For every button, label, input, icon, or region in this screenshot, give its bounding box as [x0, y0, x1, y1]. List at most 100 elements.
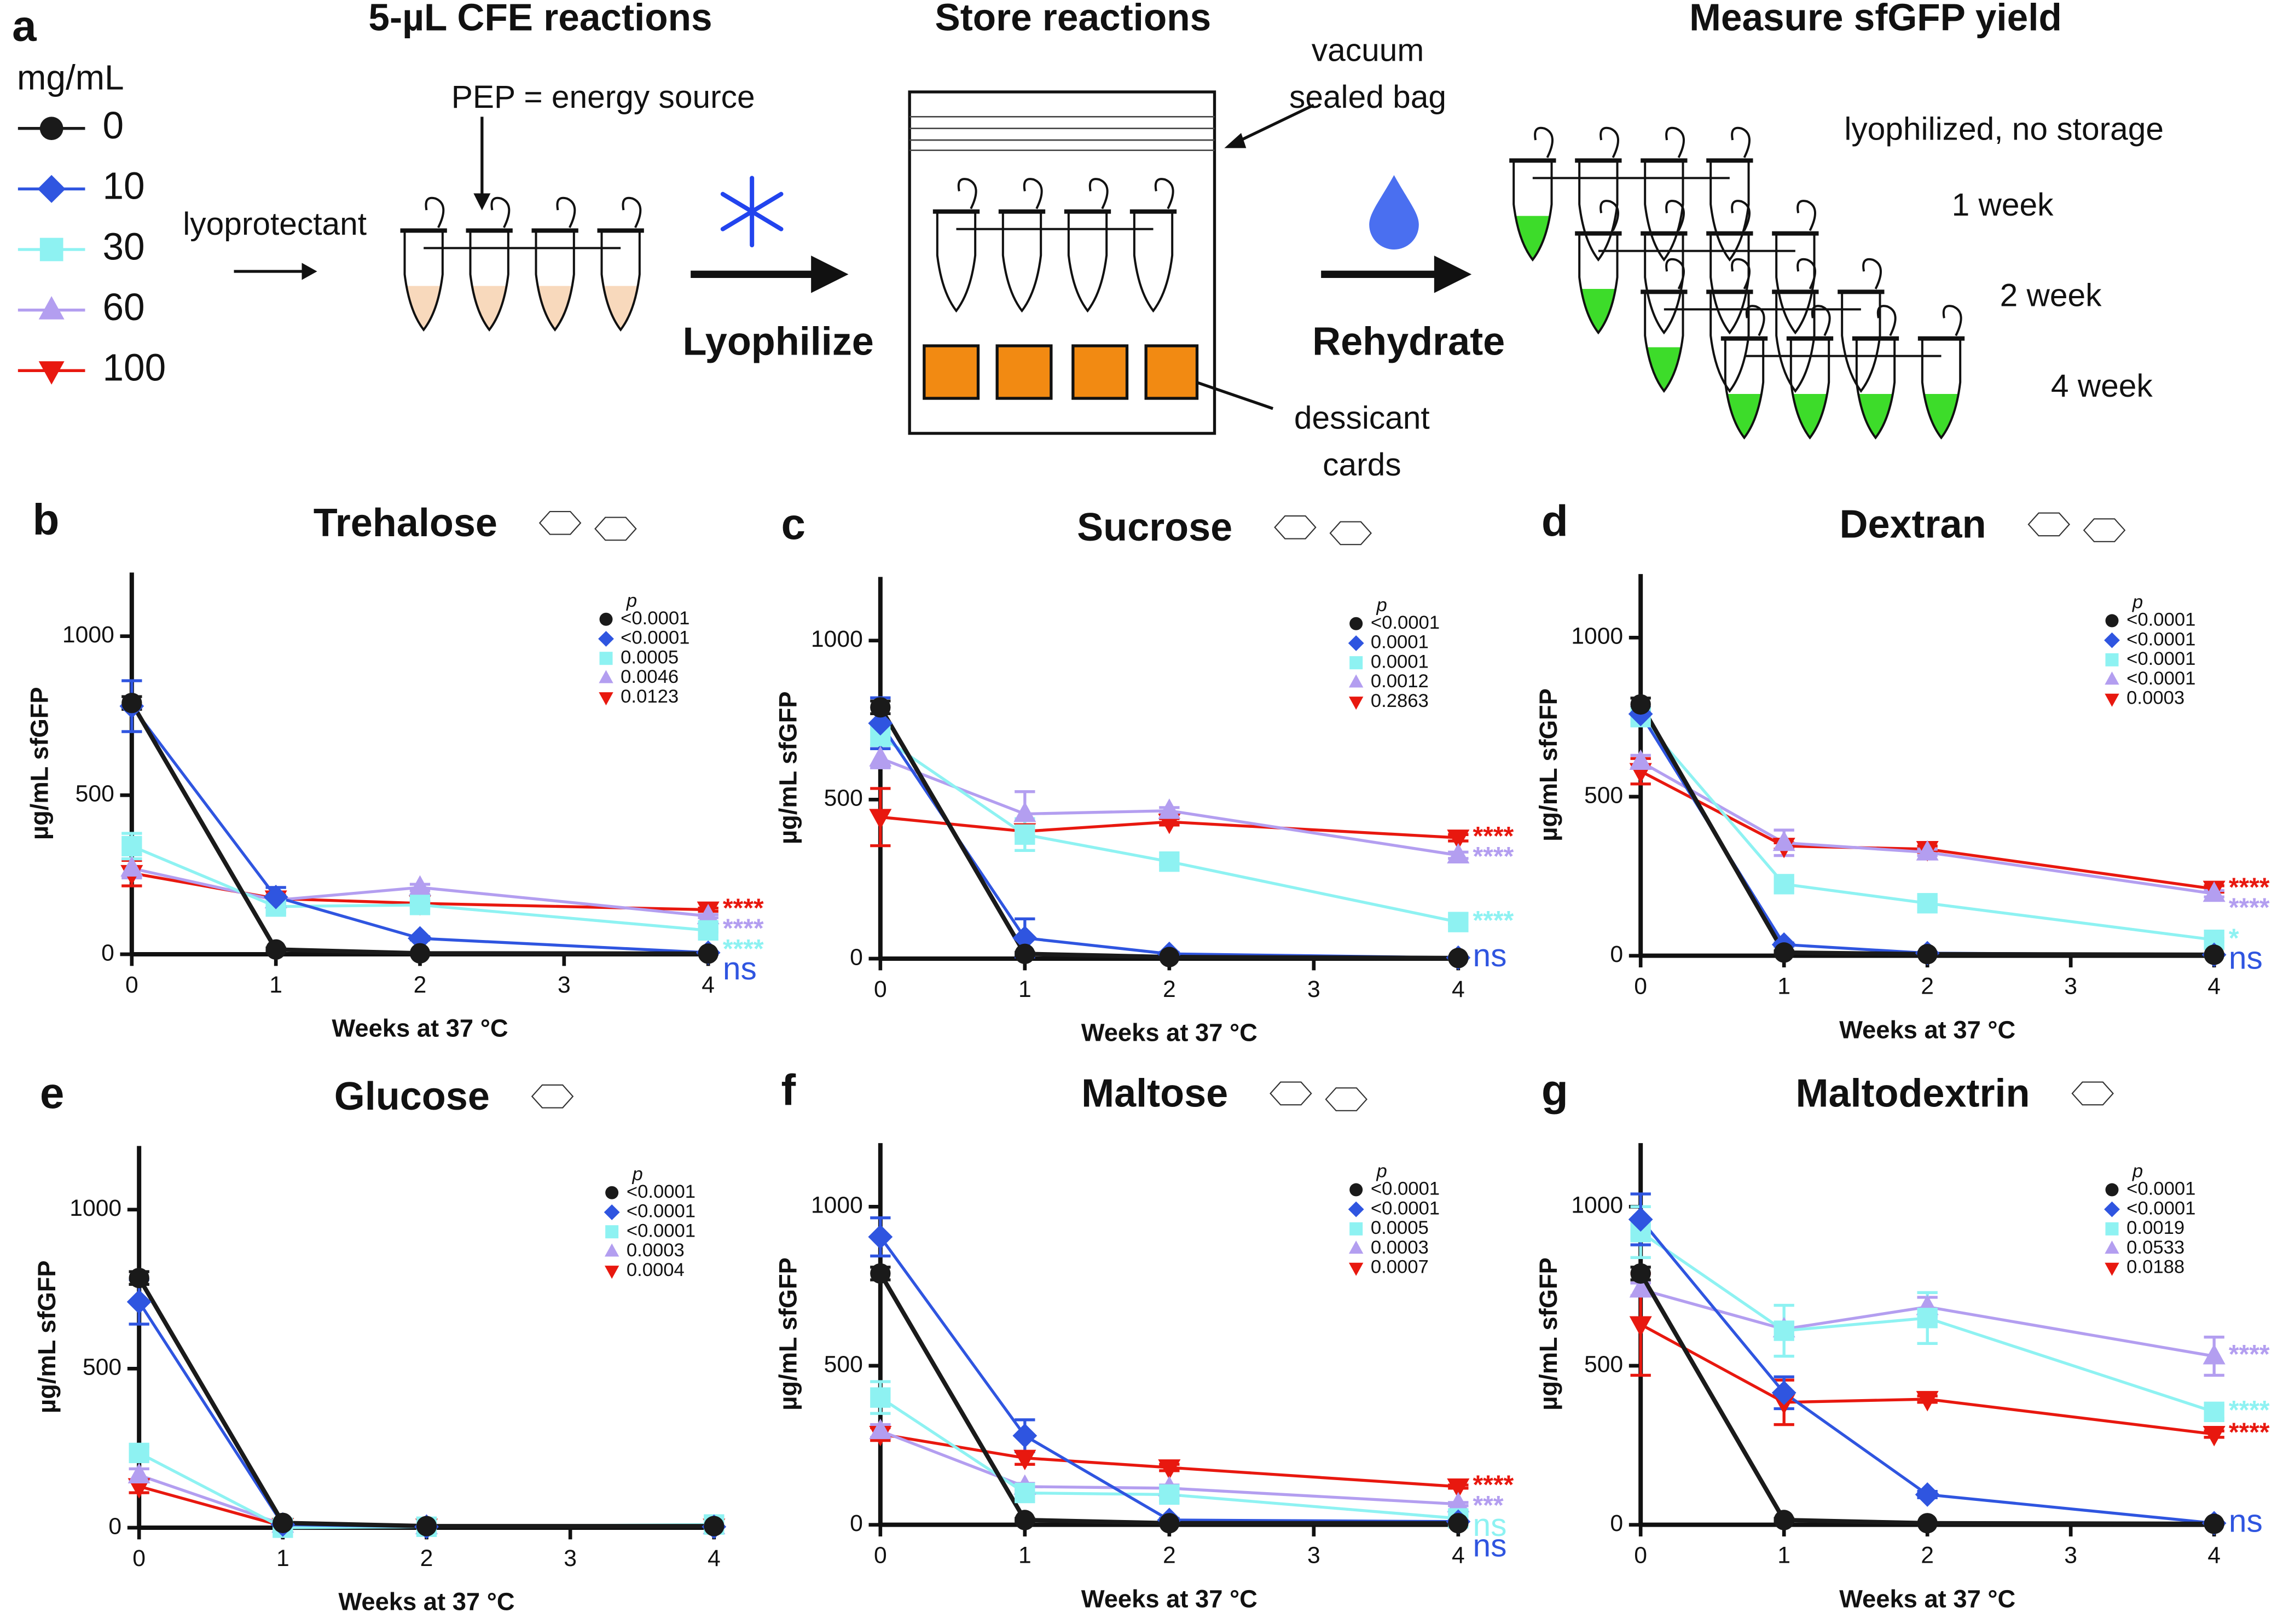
step-title: Measure sfGFP yield	[1689, 0, 2062, 39]
marker	[1630, 1263, 1651, 1284]
tube-liquid	[1858, 394, 1893, 437]
legend-p-value: <0.0001	[627, 1201, 696, 1222]
tube-cap	[1023, 178, 1043, 210]
marker	[121, 836, 142, 857]
x-axis-label: Weeks at 37 °C	[1839, 1585, 2015, 1613]
legend-p-value: <0.0001	[1371, 1179, 1440, 1199]
tube-cap	[957, 178, 977, 210]
marker	[604, 1266, 619, 1279]
chart-title: Trehalose	[314, 501, 497, 545]
significance-label: ns	[2229, 940, 2263, 976]
legend-p-value: 0.0005	[1371, 1217, 1429, 1238]
tube-cap	[1534, 126, 1554, 158]
marker	[1159, 851, 1180, 872]
legend-title: p	[626, 590, 637, 611]
tube	[1513, 159, 1553, 262]
marker	[38, 361, 65, 385]
x-tick-label: 3	[1307, 976, 1320, 1002]
marker	[128, 1463, 150, 1484]
tube-cap	[1797, 200, 1816, 231]
legend-p-value: 0.0019	[2126, 1217, 2184, 1238]
x-tick-label: 1	[269, 972, 282, 998]
marker	[1159, 947, 1180, 967]
marker	[870, 1387, 891, 1408]
y-tick-label: 1000	[811, 1192, 863, 1219]
marker	[1916, 840, 1939, 861]
marker	[1349, 617, 1363, 630]
chart-title: Sucrose	[1077, 506, 1232, 549]
marker	[1448, 948, 1469, 968]
tube	[936, 210, 977, 313]
chemical-structure	[531, 1084, 574, 1109]
x-tick-label: 1	[1018, 976, 1032, 1002]
chart-title: Maltose	[1081, 1072, 1228, 1116]
marker	[1159, 1513, 1180, 1534]
legend-p-value: <0.0001	[627, 1181, 696, 1202]
tube-liquid	[1646, 347, 1682, 390]
legend-p-value: 0.0012	[1371, 671, 1429, 692]
tube	[1775, 232, 1816, 335]
series-line	[879, 1236, 1458, 1523]
x-tick-label: 4	[708, 1545, 721, 1571]
tube	[535, 229, 575, 332]
chemical-structure	[1325, 1087, 1367, 1111]
tube-cap	[490, 196, 511, 228]
tube-liquid	[1580, 289, 1616, 332]
marker	[1015, 943, 1035, 964]
legend-p-value: <0.0001	[2126, 1179, 2195, 1199]
tube-cap	[425, 196, 445, 228]
legend-p-value: 0.0007	[1371, 1256, 1429, 1277]
significance-label: ns	[2229, 1503, 2263, 1539]
x-axis-label: Weeks at 37 °C	[1081, 1019, 1257, 1047]
legend-title: p	[632, 1164, 643, 1185]
legend-p-value: 0.0001	[1371, 632, 1429, 653]
legend-p-value: 0.2863	[1371, 691, 1429, 711]
panel-letter: b	[33, 495, 60, 544]
tube	[1644, 159, 1684, 262]
x-tick-label: 3	[564, 1545, 577, 1571]
tube	[1921, 337, 1962, 440]
marker	[2203, 1344, 2226, 1365]
tube	[1001, 210, 1042, 313]
marker	[869, 1418, 892, 1440]
step-title: Store reactions	[935, 0, 1211, 39]
y-tick-label: 500	[1584, 782, 1623, 808]
x-tick-label: 3	[558, 972, 571, 998]
tube-liquid	[1726, 394, 1762, 437]
marker	[408, 926, 432, 951]
panel-letter: e	[40, 1069, 65, 1117]
tube	[1724, 337, 1765, 440]
y-axis-label: µg/mL sfGFP	[1534, 1257, 1562, 1411]
legend-title: p	[2132, 592, 2143, 613]
marker	[38, 296, 65, 320]
y-axis-label: µg/mL sfGFP	[774, 1257, 802, 1411]
y-tick-label: 0	[850, 944, 863, 970]
legend-p-value: <0.0001	[2126, 648, 2195, 669]
significance-label: *	[2229, 924, 2239, 953]
marker	[2104, 632, 2120, 648]
marker	[1349, 1222, 1363, 1236]
x-tick-label: 4	[1452, 1542, 1465, 1569]
y-tick-label: 500	[1584, 1351, 1623, 1377]
tube-liquid	[603, 286, 639, 328]
marker	[1447, 1492, 1470, 1512]
chemical-structure	[2071, 1081, 2114, 1106]
legend-p-value: 0.0004	[627, 1260, 685, 1280]
marker	[2104, 1201, 2120, 1217]
y-axis-label: µg/mL sfGFP	[774, 691, 802, 844]
series-line	[130, 705, 709, 954]
marker	[1774, 1510, 1794, 1530]
chemical-structure	[594, 517, 637, 541]
x-tick-label: 4	[702, 972, 715, 998]
x-tick-label: 1	[1777, 1542, 1790, 1569]
marker	[2204, 1513, 2224, 1534]
tube-cap	[1154, 178, 1174, 210]
x-tick-label: 0	[1634, 1542, 1647, 1569]
legend-p-value: <0.0001	[2126, 1198, 2195, 1219]
x-tick-label: 1	[1777, 973, 1790, 1000]
series-line	[131, 867, 709, 918]
y-tick-label: 500	[824, 1351, 863, 1377]
marker	[120, 856, 143, 877]
series-line	[879, 734, 1459, 924]
legend-p-value: <0.0001	[1371, 1198, 1440, 1219]
